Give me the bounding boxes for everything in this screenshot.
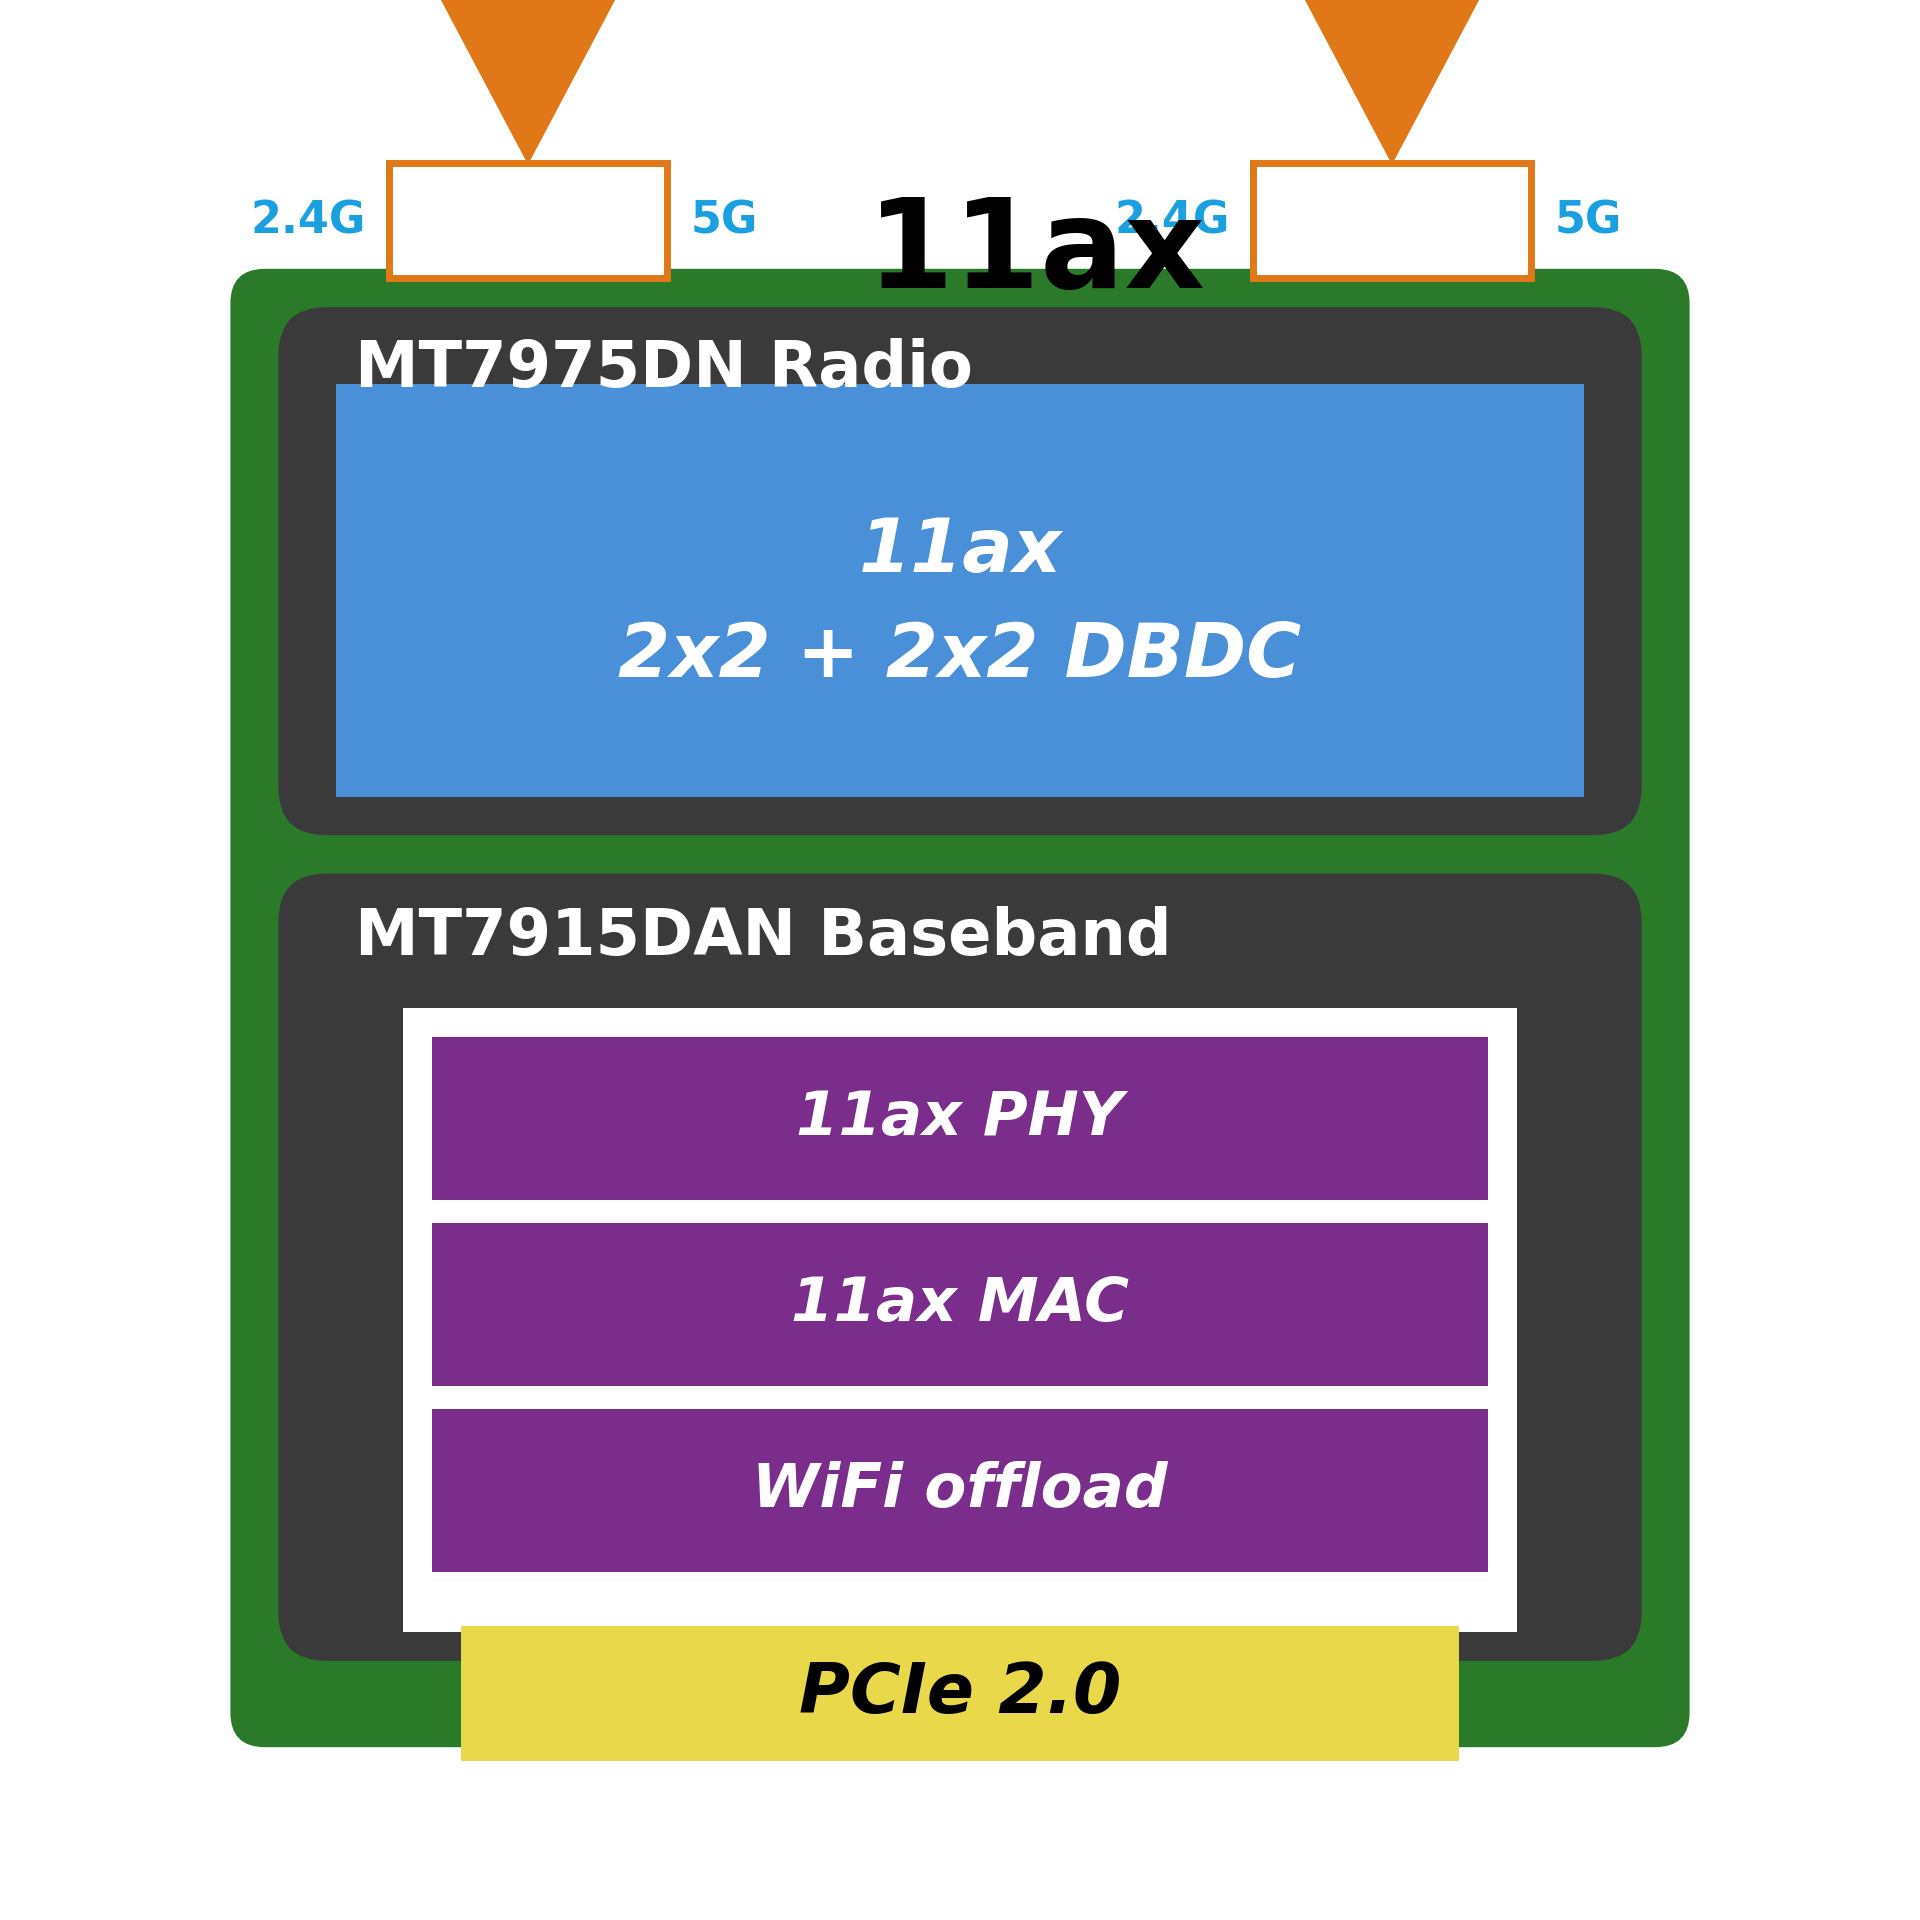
- FancyBboxPatch shape: [278, 307, 1642, 835]
- Text: PCIe 2.0: PCIe 2.0: [799, 1661, 1121, 1726]
- Text: 11ax PHY: 11ax PHY: [797, 1089, 1123, 1148]
- Text: 11ax: 11ax: [858, 515, 1062, 588]
- FancyBboxPatch shape: [230, 269, 1690, 1747]
- Text: WiFi offload: WiFi offload: [753, 1461, 1167, 1521]
- Text: 5G: 5G: [1555, 200, 1622, 242]
- Text: 2.4G: 2.4G: [1114, 200, 1229, 242]
- Polygon shape: [1306, 0, 1478, 163]
- Text: MT7975DN Radio: MT7975DN Radio: [355, 338, 973, 399]
- Bar: [336, 384, 1584, 797]
- Bar: [1252, 163, 1532, 278]
- Bar: [432, 1223, 1488, 1386]
- Polygon shape: [442, 0, 614, 163]
- Bar: [403, 1008, 1517, 1632]
- Text: 2x2 + 2x2 DBDC: 2x2 + 2x2 DBDC: [618, 620, 1302, 693]
- Text: 5G: 5G: [691, 200, 758, 242]
- Bar: [432, 1409, 1488, 1572]
- Text: 11ax MAC: 11ax MAC: [791, 1275, 1129, 1334]
- Bar: [388, 163, 668, 278]
- FancyBboxPatch shape: [278, 874, 1642, 1661]
- Text: MT7915DAN Baseband: MT7915DAN Baseband: [355, 906, 1171, 968]
- Text: 11ax: 11ax: [868, 192, 1206, 315]
- Bar: [461, 1626, 1459, 1761]
- Text: 2.4G: 2.4G: [250, 200, 365, 242]
- Bar: [432, 1037, 1488, 1200]
